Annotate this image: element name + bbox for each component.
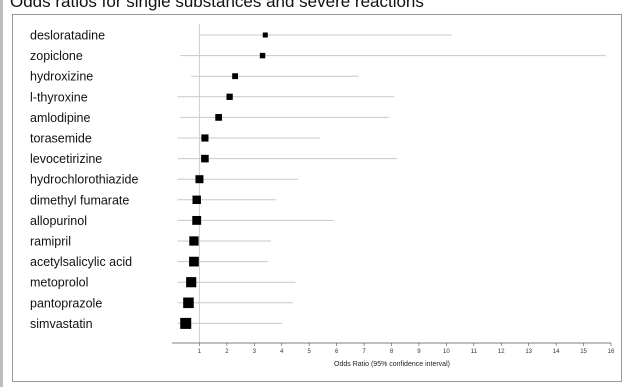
or-marker bbox=[201, 134, 209, 142]
or-marker bbox=[232, 73, 239, 80]
x-tick-label: 14 bbox=[553, 349, 560, 355]
row-label: simvastatin bbox=[30, 317, 93, 331]
row-label: torasemide bbox=[30, 132, 92, 146]
row-label: allopurinol bbox=[30, 214, 87, 228]
x-tick-label: 10 bbox=[443, 349, 450, 355]
row-label: desloratadine bbox=[30, 29, 105, 43]
row-label: metoprolol bbox=[30, 276, 88, 290]
or-marker bbox=[180, 317, 192, 329]
or-marker bbox=[195, 175, 204, 184]
x-tick-label: 9 bbox=[417, 349, 421, 355]
row-label: amlodipine bbox=[30, 111, 91, 125]
or-marker bbox=[262, 32, 268, 38]
x-tick-label: 8 bbox=[390, 349, 394, 355]
row-label: hydrochlorothiazide bbox=[30, 173, 138, 187]
x-tick-label: 15 bbox=[580, 349, 587, 355]
x-tick-label: 2 bbox=[225, 349, 229, 355]
or-marker bbox=[226, 93, 233, 100]
or-marker bbox=[201, 154, 209, 163]
x-axis-title: Odds Ratio (95% confidence interval) bbox=[334, 361, 450, 368]
row-label: levocetirizine bbox=[30, 152, 102, 166]
x-tick-label: 3 bbox=[253, 349, 257, 355]
x-tick-label: 6 bbox=[335, 349, 339, 355]
row-label: hydroxizine bbox=[30, 70, 93, 84]
row-label: zopiclone bbox=[30, 49, 83, 63]
row-label: l-thyroxine bbox=[30, 90, 88, 104]
x-tick-label: 13 bbox=[525, 349, 532, 355]
x-tick-label: 4 bbox=[280, 349, 284, 355]
or-marker bbox=[259, 52, 266, 59]
or-marker bbox=[192, 215, 202, 225]
chart-frame bbox=[12, 14, 622, 382]
or-marker bbox=[189, 256, 199, 267]
or-marker bbox=[183, 297, 194, 309]
x-tick-label: 16 bbox=[608, 349, 615, 355]
row-label: dimethyl fumarate bbox=[30, 193, 129, 207]
chart-title: Odds ratios for single substances and se… bbox=[10, 0, 424, 11]
x-tick-label: 7 bbox=[362, 349, 366, 355]
row-label: pantoprazole bbox=[30, 296, 102, 310]
x-tick-label: 11 bbox=[471, 349, 478, 355]
left-edge-strip bbox=[0, 0, 3, 387]
or-marker bbox=[186, 277, 197, 288]
row-label: acetylsalicylic acid bbox=[30, 255, 132, 269]
x-tick-label: 12 bbox=[498, 349, 505, 355]
x-tick-label: 5 bbox=[308, 349, 312, 355]
or-marker bbox=[192, 195, 201, 205]
or-marker bbox=[189, 236, 199, 246]
or-marker bbox=[215, 114, 223, 121]
row-label: ramipril bbox=[30, 235, 71, 249]
x-tick-label: 1 bbox=[198, 349, 202, 355]
